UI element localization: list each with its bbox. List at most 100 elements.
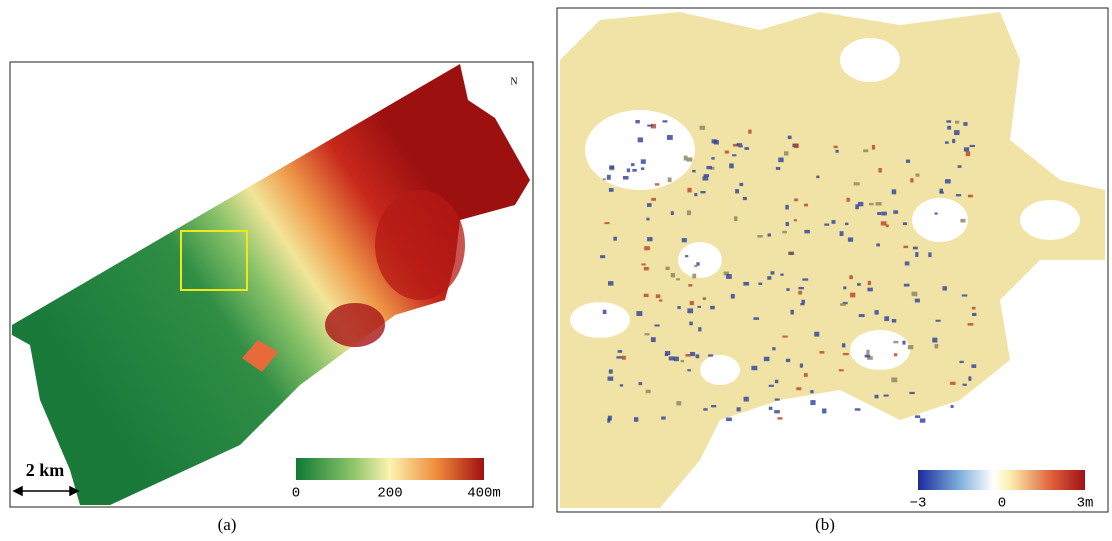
change-pixel [622, 356, 626, 360]
change-pixel [915, 174, 919, 177]
change-pixel [641, 167, 644, 170]
change-pixel [603, 310, 607, 314]
change-pixel [840, 303, 846, 306]
change-pixel [775, 398, 780, 400]
change-pixel [698, 327, 701, 331]
change-pixel [865, 355, 871, 358]
change-pixel [758, 283, 762, 285]
change-pixel [906, 160, 910, 163]
change-pixel [726, 274, 732, 279]
change-pixel [932, 338, 937, 343]
change-pixel [694, 193, 697, 196]
change-pixel [692, 274, 696, 279]
change-pixel [764, 357, 770, 361]
change-pixel [971, 364, 976, 368]
change-pixel [665, 267, 669, 270]
change-pixel [959, 361, 963, 363]
change-pixel [778, 158, 783, 163]
change-pixel [840, 231, 844, 236]
change-pixel [789, 253, 794, 255]
change-pixel [708, 354, 713, 356]
high-terrain [325, 303, 385, 347]
change-pixel [616, 356, 622, 358]
figure: N 2 km 0 200 400m (a) −3 0 3m (b [0, 0, 1112, 541]
change-pixel [945, 179, 951, 183]
change-pixel [850, 293, 855, 298]
change-pixel [731, 294, 735, 299]
change-pixel [819, 351, 824, 354]
change-pixel [677, 306, 680, 309]
change-pixel [751, 366, 757, 370]
change-pixel [706, 166, 712, 169]
change-pixel [735, 189, 739, 193]
change-pixel [669, 356, 675, 360]
change-pixel [725, 151, 729, 154]
change-pixel [972, 307, 976, 310]
change-pixel [694, 265, 697, 267]
change-pixel [824, 224, 829, 226]
change-pixel [874, 395, 878, 399]
change-pixel [732, 154, 736, 156]
change-pixel [671, 211, 674, 215]
change-pixel [905, 261, 910, 265]
change-pixel [644, 246, 650, 250]
change-pixel [886, 224, 889, 227]
change-pixel [655, 183, 659, 185]
change-pixel [794, 198, 798, 201]
change-pixel [794, 144, 799, 149]
change-pixel [855, 408, 861, 411]
change-pixel [647, 237, 652, 241]
change-pixel [757, 235, 762, 238]
change-pixel [786, 222, 789, 226]
change-pixel [936, 320, 941, 322]
change-pixel [656, 294, 661, 298]
change-pixel [970, 145, 975, 147]
change-pixel [892, 189, 897, 194]
change-pixel [687, 157, 693, 161]
change-pixel [743, 197, 747, 200]
change-pixel [786, 288, 789, 291]
change-pixel [641, 159, 646, 164]
change-pixel [646, 218, 649, 221]
change-pixel [692, 170, 695, 173]
change-pixel [748, 130, 751, 134]
change-pixel [788, 136, 792, 139]
change-pixel [962, 294, 968, 296]
change-pixel [784, 151, 788, 155]
change-pixel [798, 291, 802, 295]
change-pixel [868, 281, 871, 285]
change-pixel [968, 323, 974, 326]
colorbar-label: −3 [910, 496, 927, 512]
change-pixel [955, 121, 959, 124]
change-pixel [644, 267, 649, 271]
change-pixel [785, 205, 788, 210]
change-pixel [954, 130, 959, 135]
change-pixel [607, 418, 610, 422]
change-pixel [866, 350, 869, 355]
change-pixel [682, 238, 687, 242]
change-pixel [687, 369, 691, 371]
change-pixel [872, 145, 875, 150]
change-pixel [775, 380, 778, 383]
change-pixel [847, 198, 850, 202]
colorbar [296, 458, 484, 480]
change-pixel [651, 337, 656, 342]
change-pixel [804, 204, 808, 207]
change-pixel [609, 165, 614, 169]
change-pixel [687, 210, 691, 215]
change-pixel [928, 252, 931, 257]
change-pixel [878, 168, 881, 172]
change-pixel [676, 401, 681, 405]
change-pixel [774, 410, 780, 413]
change-pixel [744, 147, 749, 150]
change-pixel [696, 354, 700, 358]
change-pixel [738, 145, 742, 147]
change-pixel [744, 397, 749, 402]
change-pixel [703, 408, 707, 411]
change-pixel [881, 212, 887, 216]
change-pixel [854, 182, 860, 185]
change-pixel [904, 284, 910, 287]
change-pixel [739, 183, 743, 186]
change-pixel [877, 212, 881, 215]
scale-bar-label: 2 km [26, 460, 65, 480]
